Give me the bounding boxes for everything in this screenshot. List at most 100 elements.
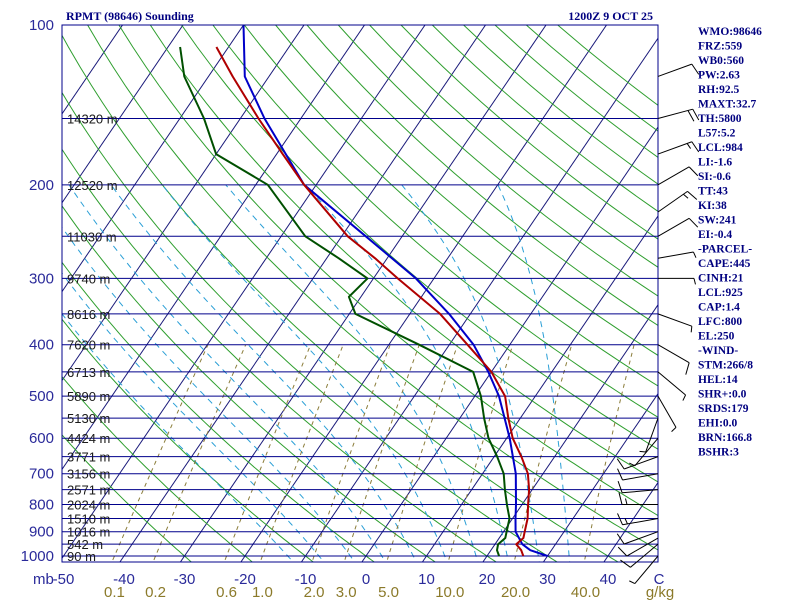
- height-label: 12520 m: [67, 178, 118, 193]
- wind-barb-flag: [617, 468, 624, 481]
- moist-adiabat-line: [110, 184, 417, 562]
- wind-barbs: [616, 63, 700, 585]
- wind-barb-staff: [624, 456, 659, 470]
- pressure-tick-label: 100: [29, 17, 54, 34]
- isotherm-line: [62, 25, 184, 204]
- mixing-ratio-unit-label: g/kg: [646, 584, 674, 600]
- wind-barb-staff: [622, 518, 659, 526]
- pressure-tick-label: 700: [29, 466, 54, 483]
- temperature-tick-label: -40: [113, 571, 135, 588]
- height-label: 8616 m: [67, 307, 110, 322]
- wind-barb: [657, 166, 699, 186]
- wind-barb-half-flag: [639, 450, 646, 453]
- temperature-tick-label: 10: [418, 571, 435, 588]
- height-label: 2024 m: [67, 498, 110, 513]
- index-line: BRN:166.8: [698, 432, 752, 444]
- wind-barb: [617, 468, 659, 481]
- wind-barb-flag: [620, 559, 631, 568]
- wind-barb: [617, 537, 659, 557]
- moist-adiabat-line: [305, 184, 510, 562]
- height-label: 90 m: [67, 549, 96, 564]
- isotherm-line: [542, 392, 658, 562]
- mixing-ratio-line: [311, 344, 391, 562]
- height-label: 3771 m: [67, 450, 110, 465]
- moist-adiabat-line: [497, 184, 571, 562]
- wind-barb-flag: [617, 480, 623, 493]
- pressure-tick-label: 200: [29, 177, 54, 194]
- mixing-ratio-line: [152, 344, 247, 562]
- dry-adiabat-line: [62, 261, 376, 562]
- mixing-ratio-line: [583, 344, 635, 562]
- dry-adiabat-line: [275, 25, 658, 356]
- mixing-ratio-line: [386, 344, 459, 562]
- mixing-ratio-tick-label: 2.0: [304, 584, 325, 600]
- index-line: L57:5.2: [698, 128, 736, 140]
- wind-barb-flag: [691, 63, 700, 75]
- height-label: 7620 m: [67, 338, 110, 353]
- height-label: 11030 m: [67, 229, 117, 244]
- wind-barb: [617, 513, 659, 526]
- wind-barb-flag: [617, 513, 624, 525]
- dry-adiabat-line: [62, 434, 193, 562]
- height-label: 14320 m: [67, 112, 118, 127]
- wind-barb-flag: [688, 217, 699, 228]
- mixing-ratio-tick-label: 5.0: [378, 584, 399, 600]
- wind-barb-staff: [630, 543, 659, 568]
- height-label: 5890 m: [67, 389, 110, 404]
- mixing-ratio-tick-label: 40.0: [571, 584, 600, 600]
- dry-adiabat-line: [212, 25, 658, 418]
- wind-barb-flag: [688, 166, 699, 177]
- wind-barb-flag: [687, 190, 698, 200]
- isotherm-line: [62, 25, 245, 293]
- temperature-tick-label: 20: [479, 571, 496, 588]
- isotherm-line: [300, 37, 658, 562]
- index-line: HEL:14: [698, 374, 738, 386]
- mixing-ratio-tick-label: 0.1: [104, 584, 125, 600]
- diagram-grid: [62, 25, 658, 562]
- index-line: CINH:21: [698, 273, 744, 285]
- wind-barb-staff: [626, 537, 659, 557]
- mixing-ratio-line: [223, 344, 312, 562]
- wind-barb-half-flag: [686, 143, 692, 149]
- wind-barb-staff: [657, 63, 692, 77]
- wind-barb-staff: [657, 108, 693, 119]
- wind-barb: [657, 217, 699, 237]
- pressure-tick-label: 900: [29, 524, 54, 541]
- mixing-ratio-tick-label: 1.0: [252, 584, 273, 600]
- dry-adiabat-line: [149, 25, 658, 483]
- wind-barb: [620, 543, 659, 568]
- dry-adiabat-line: [118, 25, 658, 517]
- wind-barb-staff: [645, 417, 659, 453]
- temperature-tick-label: 0: [362, 571, 370, 588]
- index-line: MAXT:32.7: [698, 99, 756, 111]
- wind-barb-staff: [657, 313, 692, 327]
- isotherm-line: [119, 25, 487, 562]
- wind-barb-half-flag: [625, 498, 628, 505]
- mixing-ratio-tick-label: 0.6: [216, 584, 237, 600]
- index-line: LFC:800: [698, 316, 742, 328]
- dry-adiabat-line: [243, 25, 658, 387]
- sounding-profiles: [179, 25, 548, 557]
- wind-barb: [657, 63, 700, 77]
- dry-adiabat-line: [62, 34, 620, 562]
- pressure-tick-label: 400: [29, 337, 54, 354]
- index-line: CAP:1.4: [698, 302, 740, 314]
- isotherm-line: [482, 303, 658, 562]
- index-line: TT:43: [698, 186, 728, 198]
- isotherm-line: [62, 25, 305, 382]
- mixing-ratio-line: [447, 344, 514, 562]
- mixing-ratio-line: [111, 344, 209, 562]
- temperature-tick-label: 40: [600, 571, 617, 588]
- wind-barb: [657, 141, 700, 155]
- isotherm-line: [361, 126, 658, 562]
- wind-barb: [616, 456, 659, 470]
- pressure-tick-label: 1000: [21, 548, 54, 565]
- wind-barb-flag: [692, 108, 700, 121]
- wind-barb: [657, 190, 698, 213]
- wind-barb-half-flag: [693, 278, 696, 285]
- temperature-unit-label: C: [654, 571, 665, 588]
- moist-adiabat-line: [62, 313, 294, 562]
- index-line: SI:-0.6: [698, 171, 731, 183]
- dry-adiabat-line: [62, 148, 498, 562]
